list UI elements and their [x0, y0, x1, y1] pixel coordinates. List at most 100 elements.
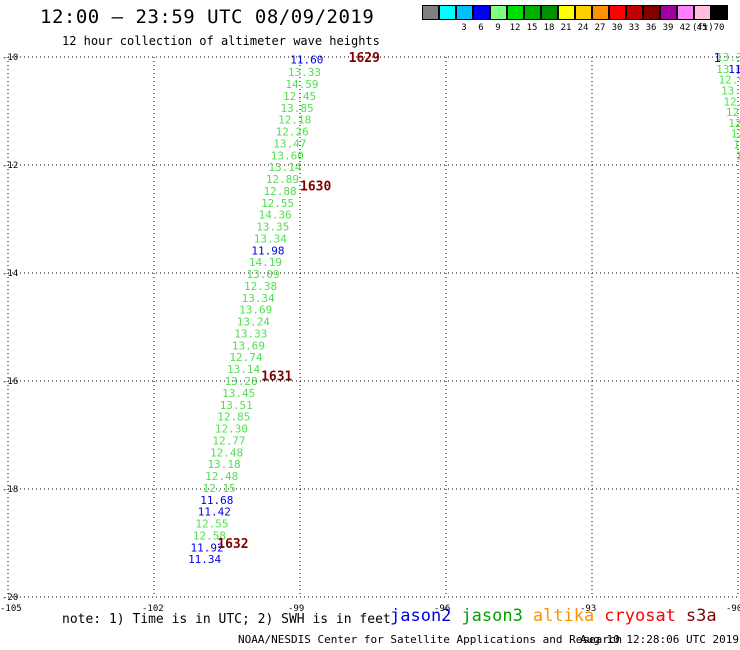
wave-height-point: 11.92 — [191, 541, 224, 554]
scale-swatch — [507, 5, 524, 20]
lat-tick-label: -10 — [2, 53, 18, 63]
wave-height-point: 12.30 — [215, 423, 248, 436]
wave-height-point: 11.98 — [251, 244, 284, 257]
pass-time-label: 1629 — [349, 51, 380, 66]
wave-height-point: 11.80 — [728, 63, 740, 76]
lon-tick-label: -96 — [434, 604, 450, 614]
lat-tick-label: -16 — [2, 377, 18, 387]
page-title: 12:00 – 23:59 UTC 08/09/2019 — [40, 6, 375, 28]
scale-label: 18 — [543, 23, 555, 33]
legend-s3a: s3a — [685, 606, 717, 626]
satellite-legend: jason2 jason3 altika cryosat s3a — [390, 606, 727, 626]
scale-swatch — [524, 5, 541, 20]
scale-swatch — [422, 5, 439, 20]
scale-label: 27 — [594, 23, 606, 33]
wave-height-point: 14.19 — [249, 256, 282, 269]
scale-label: 15 — [526, 23, 538, 33]
wave-height-point: 12.85 — [217, 411, 250, 424]
lat-tick-label: -14 — [2, 269, 18, 279]
lon-tick-label: -99 — [288, 604, 304, 614]
scale-label: 70 — [713, 23, 725, 33]
wave-height-point: 14.36 — [259, 209, 292, 222]
lat-tick-label: -20 — [2, 593, 18, 603]
wave-height-point: 13.30 — [716, 51, 740, 64]
wave-height-point: 12.89 — [266, 173, 299, 186]
scale-swatch — [626, 5, 643, 20]
wave-height-point: 13.69 — [239, 304, 272, 317]
wave-height-point: 11.42 — [198, 506, 231, 519]
wave-height-point: 12.45 — [283, 90, 316, 103]
wave-height-point: 13.14 — [268, 161, 301, 174]
track-marker: 1 — [714, 51, 721, 65]
scale-label: 33 — [628, 23, 640, 33]
scale-swatch — [490, 5, 507, 20]
wave-height-point: 13.28 — [225, 375, 258, 388]
wave-height-point: 12.48 — [205, 470, 238, 483]
scale-label: 24 — [577, 23, 589, 33]
scale-label: 36 — [645, 23, 657, 33]
wave-height-point: 13.14 — [227, 363, 260, 376]
wave-height-point: 12.48 — [210, 446, 243, 459]
wave-height-point: 13.60 — [271, 149, 304, 162]
wave-height-point: 13.24 — [237, 316, 270, 329]
lon-tick-label: -90 — [726, 604, 740, 614]
lon-tick-label: -102 — [142, 604, 164, 614]
lat-tick-label: -12 — [2, 161, 18, 171]
scale-swatch — [694, 5, 711, 20]
wave-height-point: 13.85 — [281, 102, 314, 115]
wave-height-point: 12.18 — [278, 114, 311, 127]
wave-height-point: 13.33 — [234, 327, 267, 340]
scale-label: 45 — [696, 23, 708, 33]
legend-jason2: jason2 — [390, 606, 452, 626]
wave-height-point: 12.15 — [203, 482, 236, 495]
wave-height-point: 14.59 — [285, 78, 318, 91]
wave-height-point: 11.68 — [200, 494, 233, 507]
scale-label: 42 — [679, 23, 691, 33]
scale-swatch — [541, 5, 558, 20]
scale-swatch — [677, 5, 694, 20]
wave-height-point: 12.77 — [212, 434, 245, 447]
scale-label: 30 — [611, 23, 623, 33]
wave-height-point: 13.66 — [716, 63, 740, 76]
wave-height-point: 13.34 — [242, 292, 275, 305]
wave-height-point: 13.34 — [254, 232, 287, 245]
wave-height-point: 13.39 — [721, 84, 740, 97]
wave-height-point: 13.69 — [232, 339, 265, 352]
generation-timestamp: Aug 10 12:28:06 UTC 2019 — [580, 633, 739, 646]
wave-height-point: 12.76 — [733, 138, 740, 151]
wave-height-point: 13.08 — [736, 149, 740, 162]
wave-height-point: 13.51 — [220, 399, 253, 412]
scale-label: 12 — [509, 23, 521, 33]
scale-swatch — [711, 5, 728, 20]
scale-swatch — [609, 5, 626, 20]
wave-height-point: 12.74 — [229, 351, 262, 364]
wave-height-point: 12.38 — [244, 280, 277, 293]
wave-height-point: 12.77 — [726, 106, 740, 119]
scale-label: 6 — [478, 23, 484, 33]
wave-height-point: 12.55 — [195, 518, 228, 531]
scale-swatch — [643, 5, 660, 20]
credit-line: NOAA/NESDIS Center for Satellite Applica… — [238, 633, 623, 646]
scale-label: 3 — [461, 23, 467, 33]
wave-height-point: 12.26 — [276, 126, 309, 139]
scale-label: 39 — [662, 23, 674, 33]
page-subtitle: 12 hour collection of altimeter wave hei… — [62, 34, 380, 48]
scale-swatch — [558, 5, 575, 20]
wave-height-point: 13.94 — [738, 160, 740, 173]
wave-height-point: 12.58 — [193, 529, 226, 542]
scale-label: 21 — [560, 23, 572, 33]
scale-swatch — [592, 5, 609, 20]
wave-height-point: 12.99 — [728, 117, 740, 130]
units-note: note: 1) Time is in UTC; 2) SWH is in fe… — [62, 612, 391, 627]
legend-jason3: jason3 — [461, 606, 523, 626]
legend-altika: altika — [532, 606, 595, 626]
wave-height-point: 11.60 — [290, 54, 323, 67]
scale-swatch — [473, 5, 490, 20]
scale-unit: (ft) — [692, 23, 714, 33]
pass-time-label: 1632 — [217, 537, 248, 552]
wave-height-point: 13.45 — [222, 387, 255, 400]
wave-height-point: 12.73 — [723, 95, 740, 108]
wave-height-point: 12.98 — [719, 74, 740, 87]
wave-height-point: 13.18 — [208, 458, 241, 471]
